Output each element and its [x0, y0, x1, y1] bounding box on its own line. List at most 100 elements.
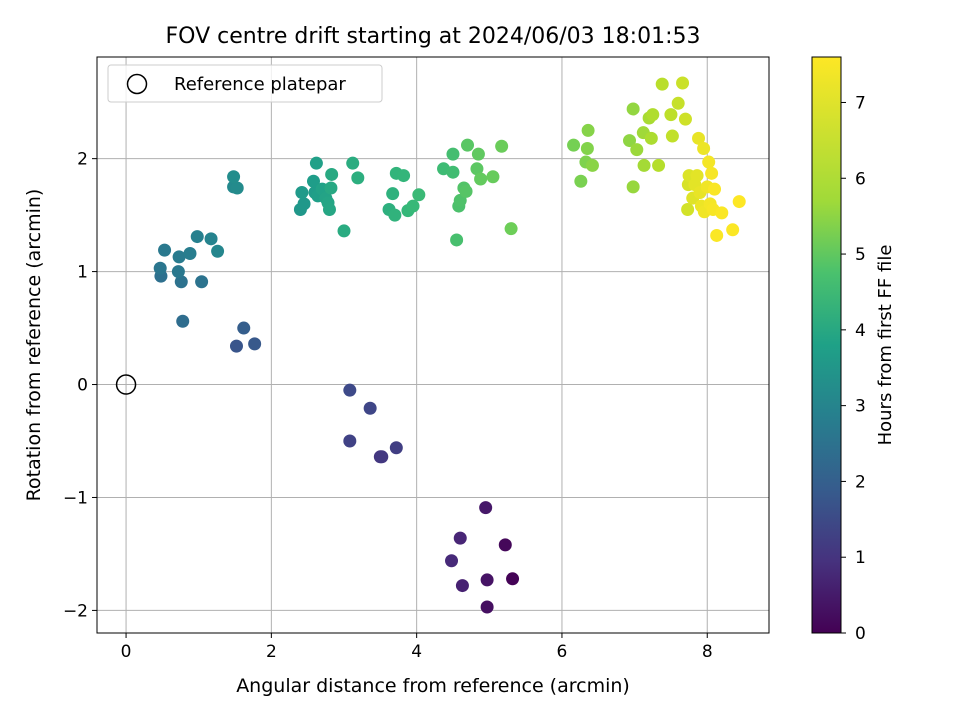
data-point [306, 174, 320, 188]
data-point [506, 572, 520, 586]
data-point [153, 261, 167, 275]
data-point [637, 158, 651, 172]
legend-marker-icon [126, 73, 148, 95]
data-point [324, 181, 338, 195]
y-axis-ticks: −2 −1 0 1 2 [63, 150, 97, 621]
plot-area [97, 57, 769, 633]
data-point [406, 199, 420, 213]
data-point [655, 77, 669, 91]
x-tick-label: 8 [702, 642, 713, 662]
x-axis-label: Angular distance from reference (arcmin) [236, 675, 630, 697]
data-point [455, 579, 469, 593]
data-point [446, 165, 460, 179]
legend-box [107, 64, 383, 103]
data-point [297, 197, 311, 211]
x-tick-label: 6 [557, 642, 568, 662]
data-point [343, 434, 357, 448]
y-tick-label: 2 [77, 150, 88, 170]
data-point [190, 230, 204, 244]
data-point [446, 147, 460, 161]
data-point [195, 275, 209, 289]
data-point [351, 171, 365, 185]
chart-title: FOV centre drift starting at 2024/06/03 … [166, 24, 701, 49]
data-point [322, 202, 336, 216]
y-tick-label: −1 [63, 488, 88, 508]
data-points [115, 76, 746, 614]
data-point [705, 166, 719, 180]
data-point [567, 138, 581, 152]
y-tick-label: 1 [77, 263, 88, 283]
x-tick-label: 2 [266, 642, 277, 662]
data-point [479, 501, 493, 515]
data-point [325, 167, 339, 181]
colorbar-ticks: 0 1 2 3 4 5 6 7 [841, 93, 866, 644]
data-point [346, 156, 360, 170]
data-point [375, 450, 389, 464]
grid-lines [97, 57, 769, 633]
data-point [211, 244, 225, 258]
data-point [363, 401, 377, 415]
legend: Reference platepar [107, 64, 383, 103]
data-point [343, 383, 357, 397]
data-point [204, 232, 218, 246]
data-point [174, 275, 188, 289]
y-tick-label: 0 [77, 376, 88, 396]
data-point [229, 339, 243, 353]
colorbar-tick-label: 0 [855, 624, 866, 644]
reference-point-marker [115, 374, 137, 395]
data-point [626, 102, 640, 116]
data-point [412, 188, 426, 202]
data-point [486, 170, 500, 184]
data-point [710, 228, 724, 242]
data-point [450, 233, 464, 247]
data-point [678, 112, 692, 126]
data-point [309, 156, 323, 170]
data-point [389, 441, 403, 455]
data-point [397, 169, 411, 183]
data-point [470, 162, 484, 176]
y-tick-label: −2 [63, 601, 88, 621]
data-point [644, 131, 658, 145]
data-point [708, 182, 722, 196]
colorbar-tick-label: 2 [855, 472, 866, 492]
y-axis-label: Rotation from reference (arcmin) [23, 189, 45, 502]
data-point [664, 108, 678, 122]
data-point [171, 265, 185, 279]
data-point [726, 223, 740, 237]
data-point [337, 224, 351, 238]
data-point [676, 76, 690, 90]
data-point [227, 170, 241, 184]
data-point [176, 314, 190, 328]
data-point [732, 195, 746, 209]
data-point [646, 108, 660, 122]
data-point [453, 531, 467, 545]
data-point [581, 123, 595, 137]
x-tick-label: 4 [411, 642, 422, 662]
colorbar-tick-label: 3 [855, 397, 866, 417]
data-point [585, 158, 599, 172]
data-point [580, 141, 594, 155]
data-point [480, 600, 494, 614]
data-point [386, 187, 400, 201]
colorbar-label: Hours from first FF file [875, 245, 896, 446]
data-point [230, 181, 244, 195]
colorbar [811, 56, 842, 634]
data-point [671, 96, 685, 110]
data-point [630, 143, 644, 157]
data-point [702, 155, 716, 169]
data-point [623, 134, 637, 148]
data-point [295, 186, 309, 200]
data-point [158, 243, 172, 257]
data-point [474, 172, 488, 186]
x-axis-ticks: 0 2 4 6 8 [121, 633, 713, 662]
data-point [715, 206, 729, 220]
data-point [183, 247, 197, 261]
data-point [461, 138, 475, 152]
plot-frame [96, 56, 770, 634]
colorbar-tick-label: 5 [855, 245, 866, 265]
data-point [445, 554, 459, 568]
colorbar-tick-label: 6 [855, 169, 866, 189]
data-point [690, 169, 704, 183]
data-point [652, 158, 666, 172]
